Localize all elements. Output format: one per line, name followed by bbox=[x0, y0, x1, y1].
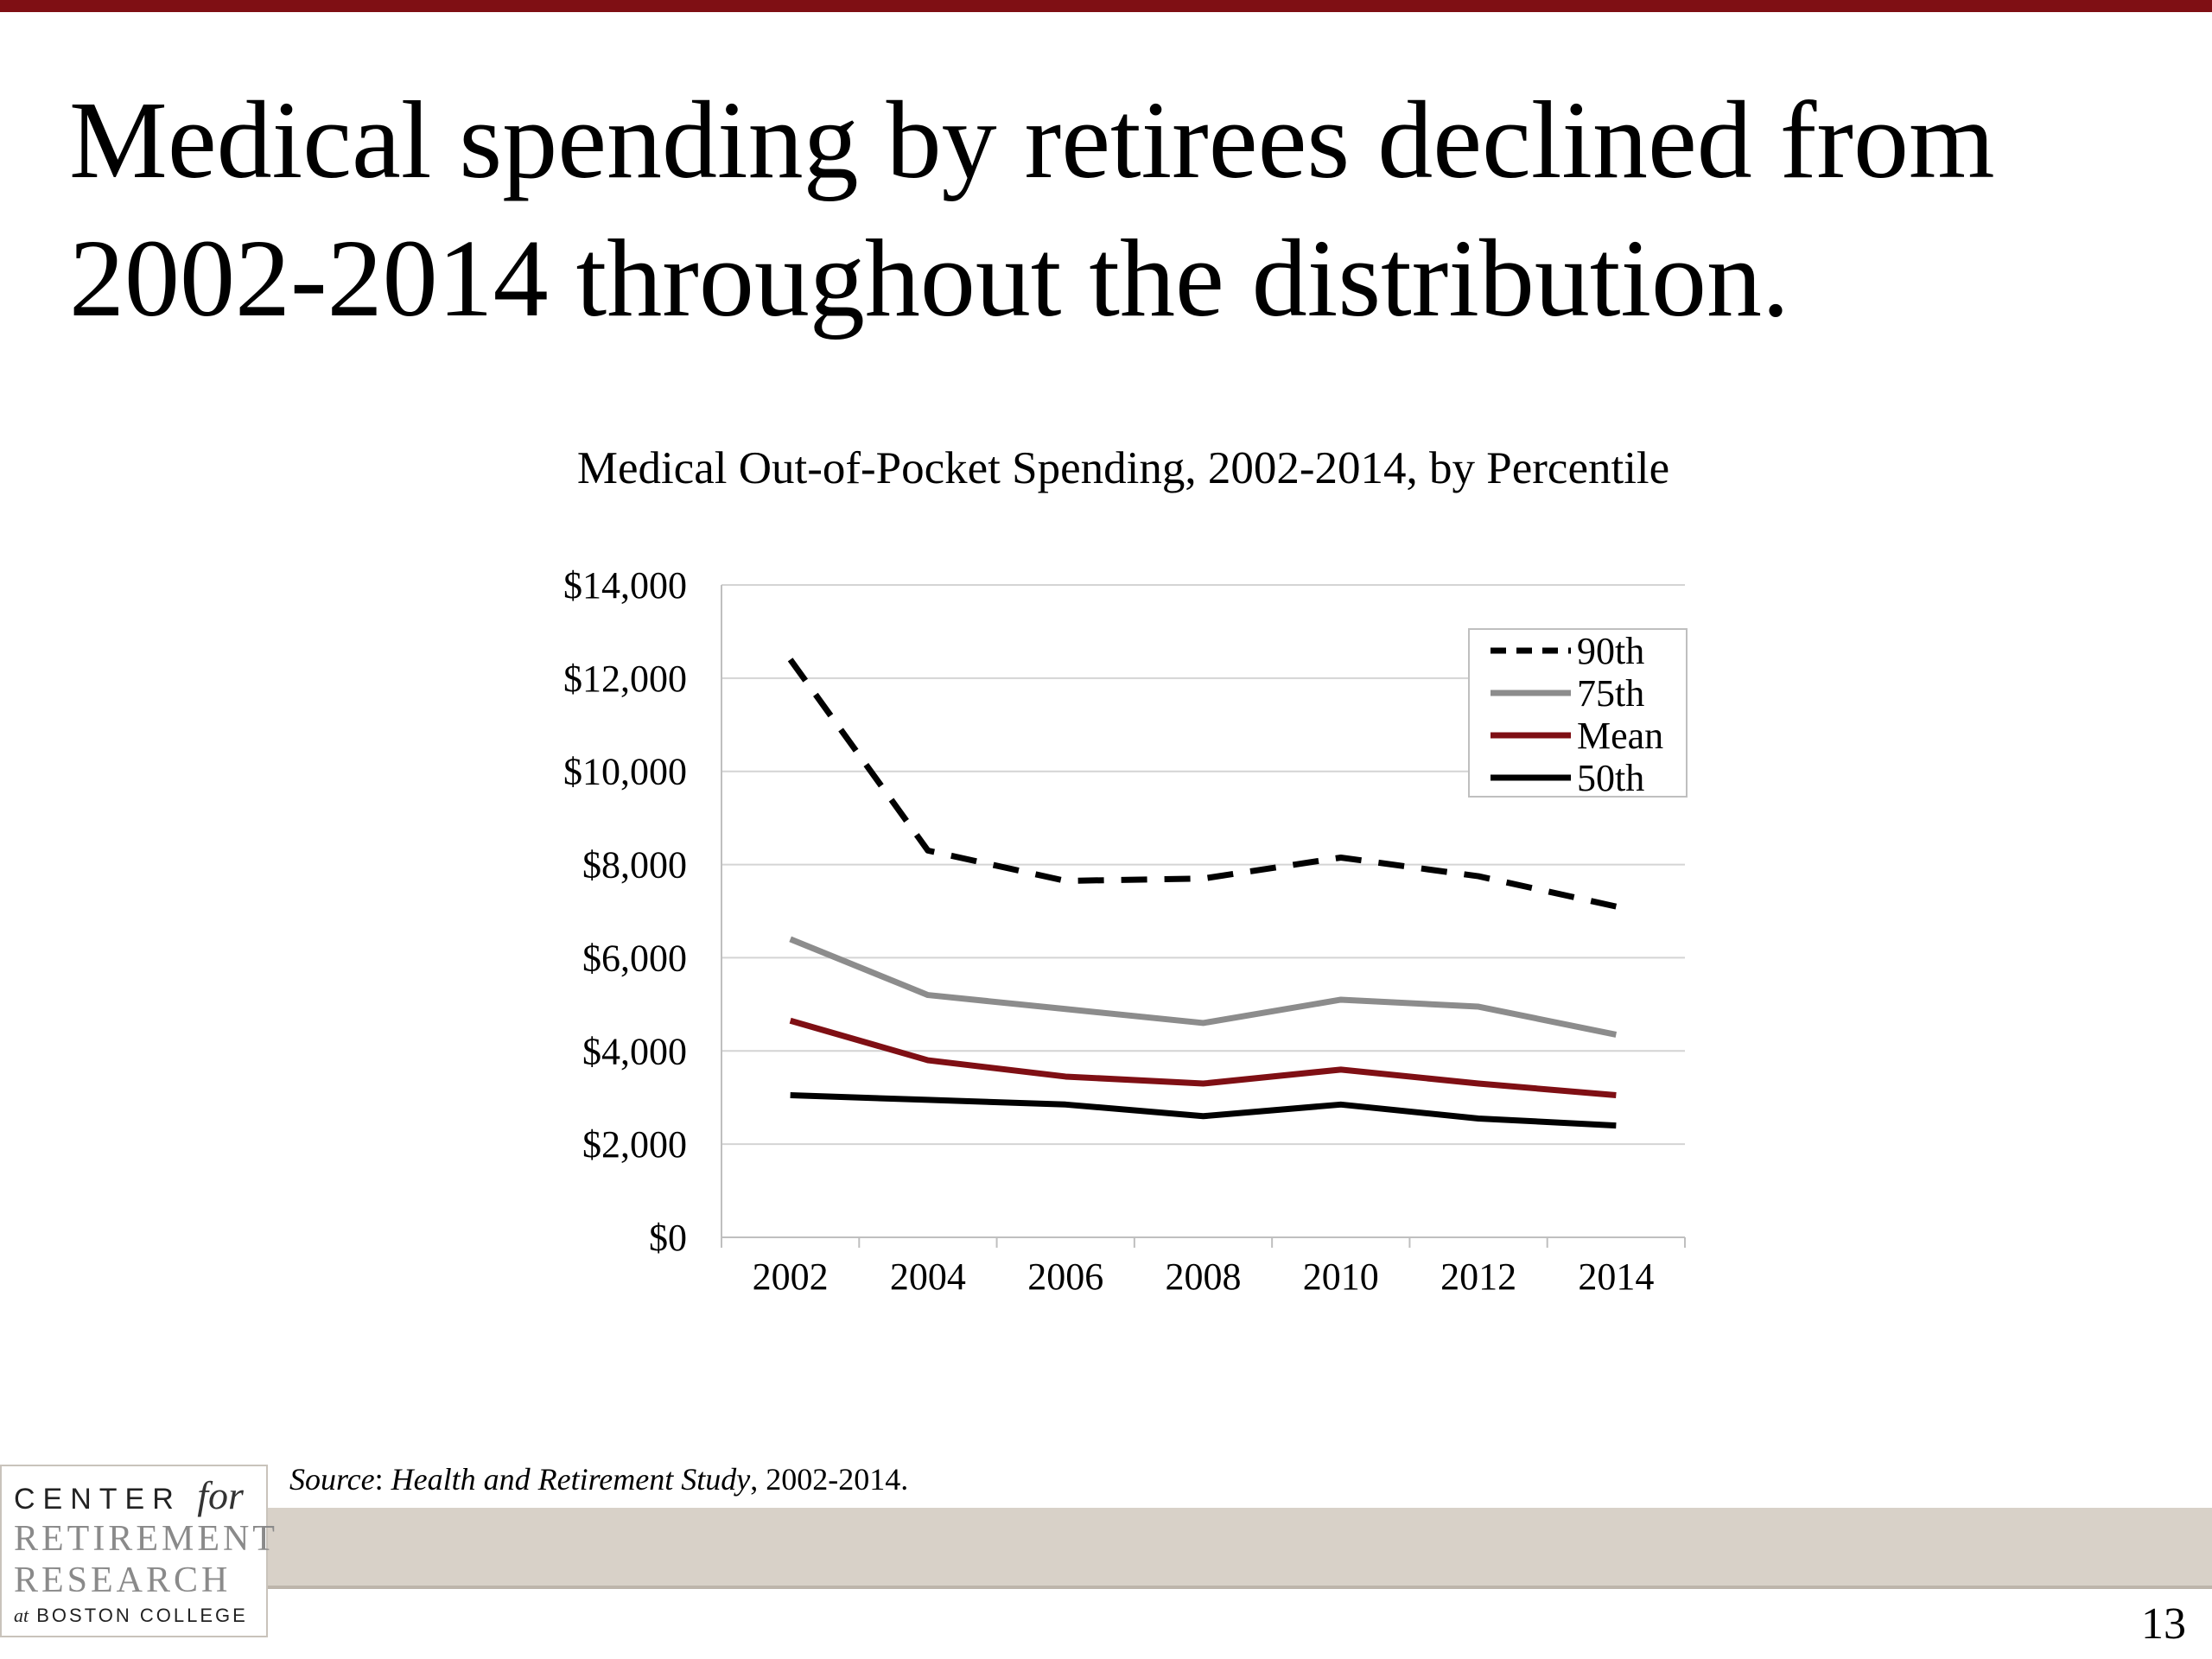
y-tick-label: $4,000 bbox=[582, 1030, 687, 1072]
y-tick-label: $0 bbox=[649, 1217, 687, 1259]
series-line-75th bbox=[789, 936, 1618, 1038]
slide-title-line1: Medical spending by retirees declined fr… bbox=[69, 79, 1995, 201]
y-tick-label: $8,000 bbox=[582, 844, 687, 887]
x-tick-label: 2004 bbox=[890, 1255, 966, 1298]
chart-title: Medical Out-of-Pocket Spending, 2002-201… bbox=[576, 443, 1670, 493]
source-separator: : bbox=[374, 1462, 391, 1497]
footer-band bbox=[0, 1508, 2212, 1586]
y-tick-label: $12,000 bbox=[563, 658, 687, 700]
y-tick-label: $2,000 bbox=[582, 1123, 687, 1166]
crr-logo: CENTER for RETIREMENT RESEARCH at BOSTON… bbox=[0, 1465, 278, 1637]
logo-center: CENTER bbox=[14, 1483, 181, 1516]
legend-label: Mean bbox=[1577, 715, 1663, 757]
legend-label: 50th bbox=[1577, 757, 1644, 799]
logo-line1: CENTER for bbox=[14, 1476, 257, 1518]
legend-box bbox=[1468, 628, 1688, 798]
y-tick-label: $14,000 bbox=[563, 564, 687, 607]
logo-for: for bbox=[197, 1473, 244, 1517]
x-tick-label: 2002 bbox=[753, 1255, 829, 1298]
x-tick-label: 2012 bbox=[1440, 1255, 1516, 1298]
chart-title-wrap: Medical Out-of-Pocket Spending, 2002-201… bbox=[0, 441, 2212, 496]
slide-title-line2: 2002-2014 throughout the distribution. bbox=[69, 217, 1789, 340]
series-line-mean bbox=[789, 1017, 1617, 1099]
top-accent-bar bbox=[0, 0, 2212, 12]
legend-label: 90th bbox=[1577, 630, 1644, 672]
series-line-50th bbox=[790, 1092, 1617, 1129]
x-tick-label: 2010 bbox=[1303, 1255, 1379, 1298]
x-tick-label: 2006 bbox=[1027, 1255, 1103, 1298]
logo-at: at bbox=[14, 1605, 29, 1626]
y-tick-label: $10,000 bbox=[563, 751, 687, 793]
source-years: , 2002-2014. bbox=[750, 1462, 909, 1497]
page-number: 13 bbox=[2141, 1599, 2186, 1649]
logo-line3: RESEARCH bbox=[14, 1560, 232, 1600]
source-note: Source: Health and Retirement Study, 200… bbox=[289, 1460, 908, 1498]
logo-boston-college: BOSTON COLLEGE bbox=[36, 1605, 248, 1626]
logo-line2: RETIREMENT bbox=[14, 1519, 278, 1559]
series-line-90th bbox=[787, 658, 1618, 910]
footer-band-shadow bbox=[0, 1586, 2212, 1589]
x-tick-label: 2008 bbox=[1166, 1255, 1242, 1298]
y-tick-label: $6,000 bbox=[582, 937, 687, 979]
x-tick-label: 2014 bbox=[1578, 1255, 1654, 1298]
legend-label: 75th bbox=[1577, 672, 1644, 715]
source-label: Source bbox=[289, 1462, 375, 1497]
slide-title: Medical spending by retirees declined fr… bbox=[69, 71, 2160, 347]
logo-line4: at BOSTON COLLEGE bbox=[14, 1601, 257, 1630]
source-title: Health and Retirement Study bbox=[391, 1462, 751, 1497]
